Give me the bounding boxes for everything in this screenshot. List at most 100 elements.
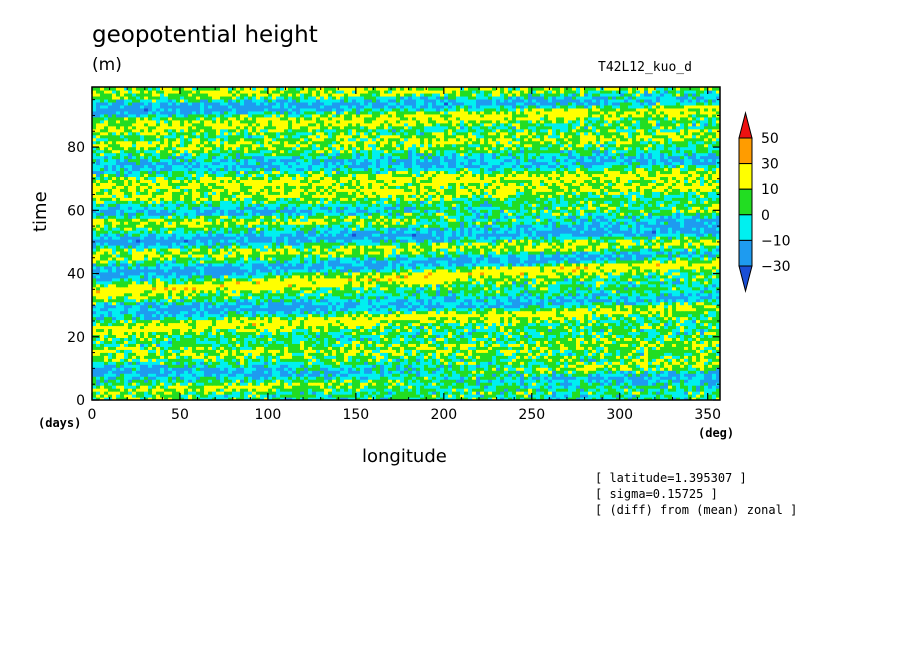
heatmap-cell [476,343,481,347]
heatmap-cell [616,325,621,330]
heatmap-cell [220,391,225,395]
heatmap-cell [524,319,529,324]
heatmap-cell [676,334,681,338]
heatmap-cell [296,304,301,309]
heatmap-cell [364,337,369,341]
heatmap-cell [132,382,137,386]
heatmap-cell [404,367,409,371]
heatmap-cell [200,373,205,377]
heatmap-cell [316,385,321,389]
heatmap-cell [504,352,509,356]
heatmap-cell [556,397,561,400]
heatmap-cell [608,355,613,359]
heatmap-cell [700,391,705,395]
heatmap-cell [236,388,241,392]
heatmap-cell [664,349,669,353]
heatmap-cell [152,373,157,377]
heatmap-cell [672,376,677,380]
heatmap-cell [364,376,369,380]
heatmap-cell [108,319,113,324]
heatmap-cell [108,376,113,380]
heatmap-cell [184,382,189,386]
heatmap-cell [188,385,193,389]
heatmap-cell [476,319,481,324]
heatmap-cell [344,334,349,338]
heatmap-cell [680,316,685,321]
heatmap-cell [384,376,389,380]
heatmap-cell [532,358,537,362]
heatmap-cell [332,352,337,356]
heatmap-cell [712,346,717,350]
heatmap-cell [448,325,453,330]
heatmap-cell [556,388,561,392]
heatmap-cell [484,385,489,389]
heatmap-cell [232,379,237,383]
heatmap-cell [588,349,593,353]
heatmap-cell [472,373,477,377]
heatmap-cell [136,352,141,356]
heatmap-cell [340,373,345,377]
heatmap-cell [452,349,457,353]
heatmap-cell [412,370,417,374]
heatmap-cell [524,391,529,395]
heatmap-cell [312,334,317,338]
heatmap-cell [560,331,565,336]
heatmap-cell [388,331,393,336]
heatmap-cell [656,361,661,365]
heatmap-cell [632,331,637,336]
heatmap-cell [440,337,445,341]
heatmap-cell [280,319,285,324]
heatmap-cell [568,358,573,362]
heatmap-cell [284,397,289,400]
heatmap-cell [112,331,117,336]
heatmap-cell [596,343,601,347]
heatmap-cell [320,397,325,400]
heatmap-cell [128,346,133,350]
heatmap-cell [300,355,305,359]
heatmap-cell [372,349,377,353]
heatmap-cell [196,361,201,365]
heatmap-cell [356,331,361,336]
heatmap-cell [388,343,393,347]
heatmap-cell [656,340,661,344]
heatmap-cell [140,367,145,371]
heatmap-cell [200,340,205,344]
heatmap-cell [204,331,209,336]
heatmap-cell [704,385,709,389]
heatmap-cell [604,310,609,315]
heatmap-cell [532,310,537,315]
heatmap-cell [208,352,213,356]
heatmap-cell [260,328,265,333]
heatmap-cell [224,340,229,344]
heatmap-cell [432,352,437,356]
heatmap-cell [628,337,633,341]
heatmap-cell [596,331,601,336]
heatmap-cell [152,376,157,380]
heatmap-cell [388,346,393,350]
heatmap-cell [176,310,181,315]
heatmap-cell [292,385,297,389]
heatmap-cell [524,397,529,400]
heatmap-cell [488,382,493,386]
heatmap-cell [328,349,333,353]
heatmap-cell [420,310,425,315]
heatmap-cell [128,379,133,383]
heatmap-cell [604,325,609,330]
heatmap-cell [488,313,493,318]
heatmap-cell [232,322,237,327]
heatmap-cell [208,391,213,395]
heatmap-cell [704,334,709,338]
heatmap-cell [404,319,409,324]
heatmap-cell [348,328,353,333]
heatmap-cell [332,391,337,395]
heatmap-cell [268,319,273,324]
heatmap-cell [660,391,665,395]
heatmap-cell [112,340,117,344]
heatmap-cell [676,313,681,318]
heatmap-cell [184,310,189,315]
heatmap-cell [484,322,489,327]
heatmap-cell [488,358,493,362]
heatmap-cell [264,364,269,368]
heatmap-cell [416,391,421,395]
heatmap-cell [224,361,229,365]
